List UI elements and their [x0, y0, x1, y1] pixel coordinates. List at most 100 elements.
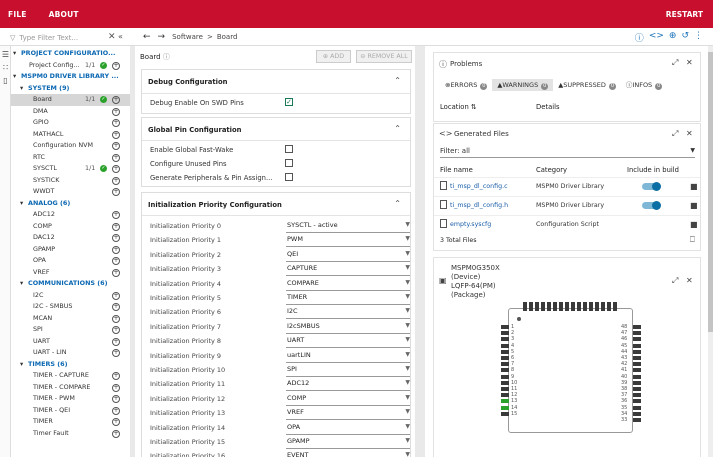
restart-button[interactable]: RESTART	[665, 10, 703, 19]
priority-select[interactable]: SPI ▼	[286, 365, 410, 377]
top-pin[interactable]	[535, 302, 539, 311]
file-menu[interactable]: FILE	[8, 9, 27, 19]
tree-item[interactable]: UART - LIN +	[11, 347, 130, 359]
right-pin[interactable]	[633, 325, 641, 329]
tree-item-project-config[interactable]: Project Config... 1/1 ✓ +	[11, 60, 130, 72]
add-icon[interactable]: +	[112, 372, 120, 380]
top-pin[interactable]	[565, 302, 569, 311]
priority-select[interactable]: PWM ▼	[286, 235, 410, 248]
include-in-build-toggle[interactable]	[642, 182, 661, 191]
tree-subgroup[interactable]: ▾ COMMUNICATIONS (6)	[11, 278, 130, 290]
hierarchy-icon[interactable]: ∷	[2, 63, 9, 72]
tree-item[interactable]: DAC12 +	[11, 232, 130, 244]
tree-item[interactable]: SYSCTL 1/1 ✓ +	[11, 163, 130, 175]
right-pin[interactable]	[633, 343, 641, 348]
left-pin[interactable]	[501, 399, 509, 404]
add-icon[interactable]: +	[112, 291, 120, 300]
right-pin[interactable]	[633, 399, 641, 404]
tree-item[interactable]: ADC12 +	[11, 209, 130, 221]
left-pin[interactable]	[501, 387, 509, 391]
top-pin[interactable]	[523, 302, 527, 311]
tree-item[interactable]: Configuration NVM +	[11, 140, 130, 152]
right-pin[interactable]	[633, 387, 641, 391]
left-pin[interactable]	[501, 393, 509, 398]
tab-infos[interactable]: ⓘINFOS 0	[625, 81, 663, 90]
add-icon[interactable]: +	[112, 130, 120, 139]
add-icon[interactable]: +	[112, 268, 120, 277]
tree-item[interactable]: TIMER - COMPARE +	[11, 382, 130, 394]
filter-box[interactable]: ▽ Type Filter Text... ✕ «	[10, 32, 128, 43]
add-icon[interactable]: +	[112, 107, 120, 116]
right-pin[interactable]	[633, 331, 641, 336]
add-button[interactable]: ⊕ ADD	[316, 50, 351, 63]
collapse-all-icon[interactable]: «	[118, 32, 123, 41]
left-pin[interactable]	[501, 356, 509, 360]
right-pin[interactable]	[633, 418, 641, 422]
tree-subgroup[interactable]: ▾ ANALOG (6)	[11, 198, 130, 210]
top-pin[interactable]	[589, 302, 593, 311]
priority-select[interactable]: COMPARE ▼	[286, 279, 410, 291]
chevron-down-icon[interactable]: ▾	[20, 198, 24, 207]
more-options-icon[interactable]: ⋮	[694, 31, 703, 41]
package-icon[interactable]: ▯	[3, 76, 8, 85]
tree-item[interactable]: WWDT +	[11, 186, 130, 198]
right-pin[interactable]	[633, 337, 641, 342]
debug-swd-checkbox[interactable]: ✓	[285, 98, 293, 106]
left-pin[interactable]	[501, 331, 509, 336]
priority-select[interactable]: VREF ▼	[286, 408, 410, 421]
add-icon[interactable]: +	[112, 119, 120, 127]
add-icon[interactable]: +	[112, 395, 120, 403]
left-pin[interactable]	[501, 368, 509, 373]
chevron-down-icon[interactable]: ▾	[13, 72, 17, 80]
priority-select[interactable]: UART ▼	[286, 336, 410, 349]
tree-subgroup[interactable]: ▾ TIMERS (6)	[11, 359, 130, 371]
tab-suppressed[interactable]: ▲SUPPRESSED 0	[558, 81, 616, 90]
left-pin[interactable]	[501, 380, 509, 385]
tree-group-driver-library[interactable]: ▾ MSPM0 DRIVER LIBRARY ...	[11, 71, 130, 83]
add-icon[interactable]: +	[112, 257, 120, 265]
top-pin[interactable]	[595, 302, 599, 311]
left-pin[interactable]	[501, 362, 509, 367]
left-pin[interactable]	[501, 343, 509, 348]
left-pin[interactable]	[501, 337, 509, 342]
add-icon[interactable]: +	[112, 188, 120, 196]
left-pin[interactable]	[501, 374, 509, 379]
add-icon[interactable]: +	[112, 142, 120, 150]
add-icon[interactable]: +	[112, 406, 120, 415]
add-icon[interactable]: +	[112, 153, 120, 162]
priority-select[interactable]: OPA ▼	[286, 423, 410, 435]
save-icon[interactable]: ■	[690, 201, 698, 210]
add-icon[interactable]: +	[112, 61, 120, 70]
tree-group-project[interactable]: ▾ PROJECT CONFIGURATIO...	[11, 48, 130, 60]
right-pin[interactable]	[633, 368, 641, 373]
tree-item[interactable]: TIMER - CAPTURE +	[11, 370, 130, 382]
add-icon[interactable]: +	[112, 337, 120, 346]
add-icon[interactable]: +	[112, 176, 120, 185]
tree-item[interactable]: SYSTICK +	[11, 175, 130, 187]
priority-select[interactable]: EVENT ▼	[286, 451, 410, 457]
tree-item[interactable]: SPI +	[11, 324, 130, 336]
collapse-icon[interactable]: ⌃	[394, 76, 401, 85]
files-filter-select[interactable]: Filter: all ▼	[440, 147, 695, 158]
unused-pins-checkbox[interactable]	[285, 159, 293, 167]
maximize-icon[interactable]: ⤢	[672, 276, 679, 285]
priority-select[interactable]: SYSCTL - active ▼	[286, 221, 410, 233]
chevron-down-icon[interactable]: ▾	[20, 83, 24, 92]
add-icon[interactable]: +	[112, 234, 120, 242]
priority-select[interactable]: CAPTURE ▼	[286, 264, 410, 277]
priority-select[interactable]: ADC12 ▼	[286, 379, 410, 392]
right-pin[interactable]	[633, 349, 641, 354]
add-icon[interactable]: +	[112, 418, 120, 426]
add-icon[interactable]: +	[112, 211, 120, 219]
clear-filter-icon[interactable]: ✕	[108, 32, 116, 42]
filter-input[interactable]: Type Filter Text...	[19, 33, 79, 42]
back-arrow-icon[interactable]: ←	[143, 32, 151, 42]
top-pin[interactable]	[613, 302, 617, 311]
right-pin[interactable]	[633, 356, 641, 360]
tab-errors[interactable]: ⊗ERRORS 0	[445, 81, 488, 90]
top-pin[interactable]	[583, 302, 587, 311]
about-menu[interactable]: ABOUT	[48, 9, 79, 19]
close-icon[interactable]: ✕	[686, 129, 693, 138]
remove-all-button[interactable]: ⊖ REMOVE ALL	[356, 50, 412, 63]
tree-item[interactable]: I2C - SMBUS +	[11, 301, 130, 313]
